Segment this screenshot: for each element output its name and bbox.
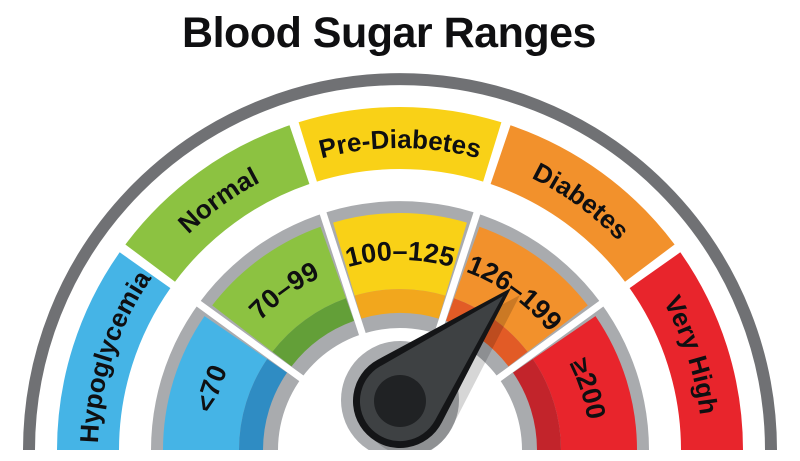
value-segment-lt70-shade [239,359,287,450]
outer-segment-hypoglycemia [57,252,171,450]
outer-segment-diabetes [490,125,675,282]
separator-line [317,206,369,343]
value-segment-126-199 [454,226,588,352]
chart-title: Blood Sugar Ranges [182,9,596,57]
value-segment-gte200-shade [513,359,561,450]
separator-line [431,206,483,343]
value-segment-70-99 [212,226,346,352]
value-segment-70-99-shade [272,298,354,367]
value-segment-gte200 [532,316,637,450]
outer-segment-veryhigh [629,252,743,450]
separator-line [490,297,609,386]
gauge-body: Hypoglycemia Normal Pre-Diabetes Diabete… [23,73,777,450]
value-segment-100-125 [333,212,467,296]
outer-segment-normal [125,125,310,282]
separator-line [191,297,310,386]
gauge-bezel-arc [23,73,777,450]
value-segment-100-125-shade [354,289,446,319]
needle-center-cap [374,375,426,427]
outer-segment-prediabetes [298,106,502,182]
value-segment-lt70 [163,316,268,450]
